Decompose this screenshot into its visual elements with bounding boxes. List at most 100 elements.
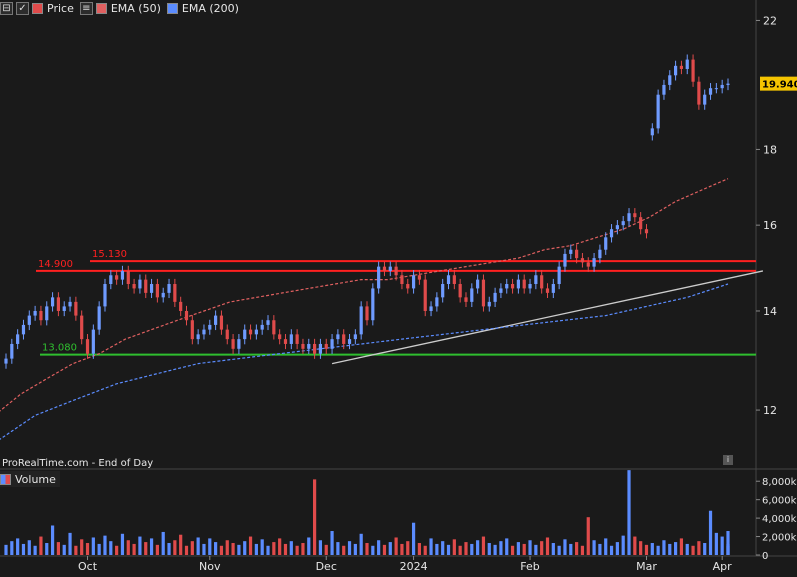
candle-body	[68, 301, 72, 307]
candle-body	[662, 84, 666, 95]
candle-body	[575, 249, 579, 259]
info-icon[interactable]: i	[723, 455, 733, 465]
candle-body	[563, 253, 567, 267]
candle-body	[231, 339, 235, 349]
candle-body	[74, 301, 78, 316]
indicator-icon[interactable]: ≡	[79, 1, 93, 15]
candle-body	[254, 329, 258, 335]
volume-bar	[481, 536, 486, 555]
volume-bar	[219, 545, 224, 555]
candle-body	[336, 334, 340, 340]
volume-bar	[318, 540, 323, 555]
volume-bar	[353, 543, 357, 555]
volume-bar	[272, 542, 276, 555]
volume-bar	[598, 543, 602, 555]
candle-body	[382, 266, 387, 271]
candle-body	[609, 229, 614, 238]
volume-bar	[377, 540, 381, 555]
volume-bar	[726, 545, 730, 555]
volume-bar	[435, 543, 439, 555]
candle-body	[97, 306, 101, 330]
legend-ema200[interactable]: EMA (200)	[166, 2, 239, 15]
candle-body	[522, 279, 526, 289]
volume-bar	[452, 539, 456, 555]
volume-axis: 0 2,000k 4,000k 6,000k 8,000k	[756, 477, 797, 562]
candle-body	[103, 284, 107, 307]
candle-body	[33, 310, 37, 316]
settings-icon[interactable]: ✓	[16, 1, 29, 15]
candle-body	[411, 275, 416, 289]
candle-body	[487, 301, 491, 307]
candle-body	[353, 334, 357, 340]
volume-bar	[394, 537, 398, 555]
candle-body	[144, 279, 148, 293]
volume-bar	[615, 542, 619, 555]
candle-body	[476, 279, 480, 289]
candle-body	[656, 94, 660, 129]
volume-bar	[371, 545, 375, 555]
candle-body	[714, 88, 718, 90]
volume-bar	[679, 538, 684, 555]
candle-body	[272, 320, 276, 335]
time-tick-label: Dec	[316, 560, 337, 573]
volume-bar	[289, 541, 293, 555]
volume-bar	[516, 542, 520, 555]
volume-bar	[126, 540, 130, 555]
volume-swatch-icon	[0, 473, 11, 485]
volume-bar	[120, 533, 125, 555]
volume-bar	[650, 543, 654, 555]
volume-bar	[604, 538, 608, 555]
candle-body	[726, 83, 730, 85]
legend-price[interactable]: Price	[32, 2, 74, 15]
price-panel	[0, 0, 756, 468]
candle-body	[289, 334, 293, 344]
price-tick-label: 14	[763, 305, 777, 318]
candle-body	[167, 284, 171, 293]
volume-bar	[586, 517, 590, 555]
volume-bar	[528, 540, 532, 555]
volume-bars	[4, 470, 730, 555]
volume-bar	[569, 543, 573, 555]
candle-body	[580, 258, 585, 263]
time-tick-label: Oct	[78, 560, 98, 573]
volume-legend[interactable]: Volume	[0, 471, 60, 487]
candle-body	[278, 334, 282, 340]
candle-body	[50, 297, 55, 307]
volume-bar	[149, 538, 154, 555]
volume-bar	[406, 541, 410, 555]
candle-body	[417, 275, 422, 280]
volume-bar	[703, 543, 707, 555]
watermark-text: ProRealTime.com - End of Day	[2, 458, 154, 469]
candle-body	[668, 75, 672, 85]
volume-bar	[27, 540, 31, 555]
candle-body	[62, 306, 66, 311]
candle-body	[248, 329, 253, 335]
candle-body	[184, 310, 189, 321]
volume-bar	[627, 470, 631, 555]
volume-bar	[45, 543, 49, 555]
volume-bar	[644, 544, 649, 555]
volume-bar	[167, 543, 171, 555]
volume-bar	[208, 538, 212, 555]
volume-bar	[342, 545, 346, 555]
candle-body	[452, 275, 456, 285]
collapse-icon[interactable]: ⊟	[0, 1, 13, 15]
candle-body	[138, 279, 142, 289]
candle-body	[697, 81, 701, 105]
price-tick-label: 16	[763, 219, 777, 232]
candle-body	[283, 339, 288, 344]
volume-bar	[103, 535, 107, 555]
legend-ema50[interactable]: EMA (50)	[95, 2, 161, 15]
candlestick-series	[4, 54, 730, 369]
ema200-swatch-icon	[166, 2, 178, 14]
candle-body	[120, 270, 125, 280]
volume-bar	[295, 545, 299, 555]
volume-tick-label: 2,000k	[762, 533, 797, 544]
ema200-line	[0, 283, 729, 440]
candle-body	[132, 284, 136, 289]
level-label: 13.080	[42, 343, 77, 354]
volume-bar	[330, 531, 334, 555]
volume-bar	[714, 532, 718, 555]
